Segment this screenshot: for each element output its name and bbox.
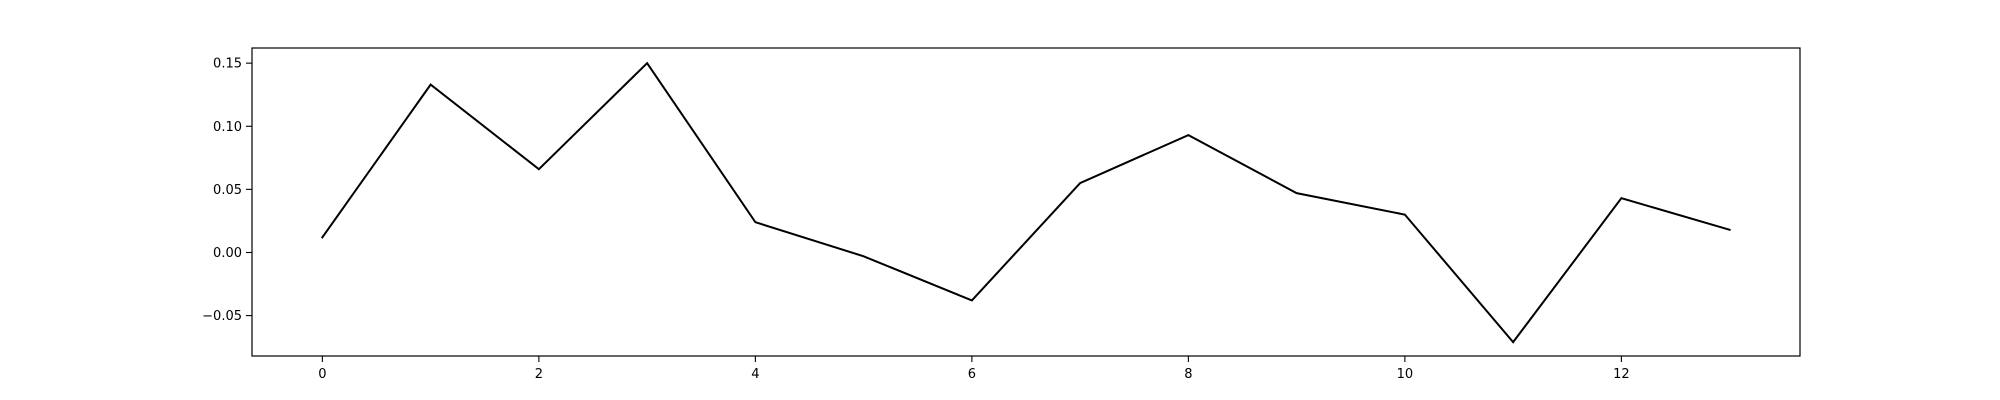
x-tick-label: 8 [1184, 367, 1192, 382]
x-tick-label: 12 [1613, 367, 1630, 382]
x-axis: 0 2 4 6 8 10 12 [318, 356, 1630, 382]
plot-area [320, 61, 1731, 344]
x-tick-label: 6 [968, 367, 976, 382]
y-tick-label: 0.15 [213, 57, 242, 72]
y-tick-label: 0.00 [213, 246, 242, 261]
y-tick-label: 0.10 [213, 120, 242, 135]
series-line [320, 61, 1731, 344]
axes-frame [251, 47, 1801, 357]
x-tick-label: 4 [751, 367, 759, 382]
y-axis: −0.05 0.00 0.05 0.10 0.15 [202, 57, 252, 324]
x-tick-label: 10 [1397, 367, 1414, 382]
y-tick-label: 0.05 [213, 183, 242, 198]
y-tick-label: −0.05 [202, 309, 242, 324]
x-tick-label: 0 [318, 367, 326, 382]
x-tick-label: 2 [535, 367, 543, 382]
